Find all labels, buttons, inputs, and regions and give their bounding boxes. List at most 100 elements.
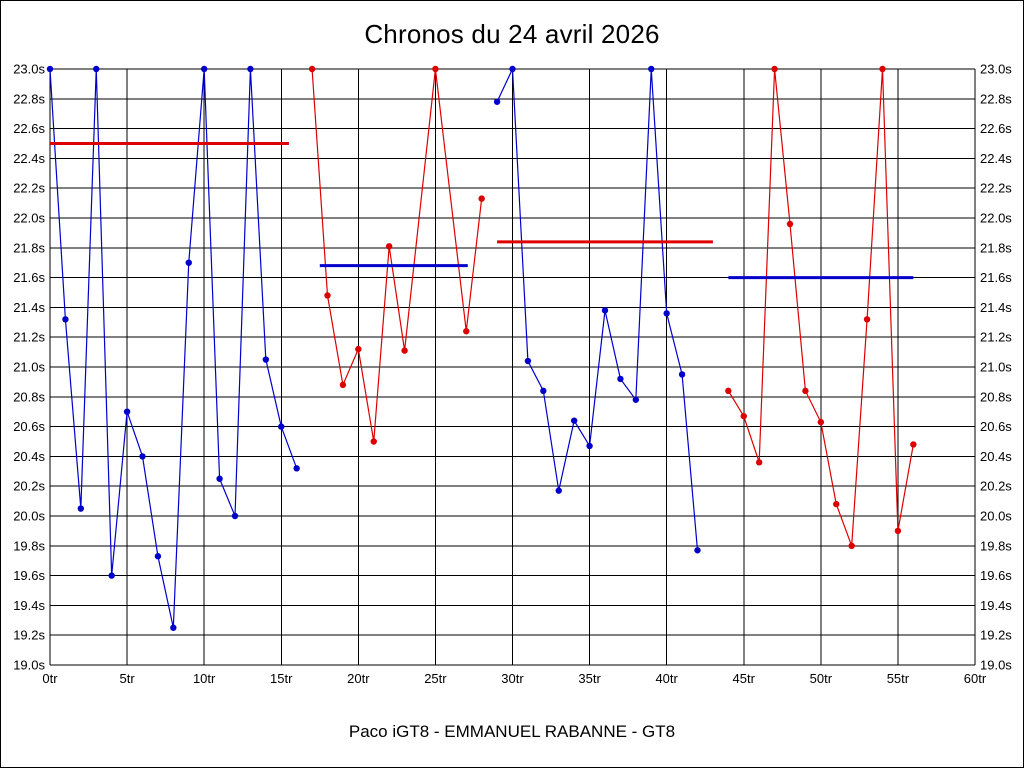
data-point-stint-1-blue	[278, 423, 285, 430]
data-point-stint-3-blue	[632, 396, 640, 403]
series-line-stint-2-red	[311, 68, 483, 442]
data-point-stint-2-red	[308, 65, 316, 73]
y-tick-label-left: 20.2s	[13, 479, 45, 494]
data-point-stint-2-red	[355, 345, 362, 353]
x-tick-label: 10tr	[193, 671, 216, 686]
data-point-stint-1-blue	[77, 505, 85, 512]
y-tick-label-left: 20.6s	[13, 419, 45, 434]
chart-caption: Paco iGT8 - EMMANUEL RABANNE - GT8	[348, 722, 676, 741]
y-tick-label-left: 22.4s	[13, 151, 45, 166]
y-tick-label-right: 19.6s	[980, 568, 1012, 583]
y-tick-label-left: 21.0s	[13, 360, 45, 375]
y-tick-label-left: 21.2s	[13, 330, 45, 345]
data-point-stint-3-blue	[586, 442, 593, 450]
y-tick-label-left: 19.8s	[13, 538, 45, 553]
y-tick-label-left: 19.0s	[13, 658, 45, 673]
y-tick-label-left: 22.2s	[13, 181, 45, 196]
data-point-stint-2-red	[401, 347, 408, 354]
data-point-stint-3-blue	[555, 487, 562, 494]
data-point-stint-3-blue	[524, 357, 532, 365]
data-point-stint-2-red	[324, 292, 331, 299]
y-tick-label-right: 21.8s	[980, 240, 1012, 255]
y-tick-label-right: 20.0s	[980, 509, 1012, 524]
x-tick-label: 60tr	[964, 671, 987, 686]
data-point-stint-4-red	[848, 542, 855, 549]
data-point-stint-1-blue	[139, 453, 146, 460]
x-tick-label: 55tr	[887, 671, 910, 686]
x-tick-label: 20tr	[347, 671, 370, 686]
y-tick-label-right: 20.2s	[980, 479, 1012, 494]
y-tick-label-left: 21.4s	[13, 300, 45, 315]
y-tick-label-right: 21.6s	[980, 270, 1012, 285]
y-tick-label-right: 20.8s	[980, 389, 1012, 404]
x-tick-label: 35tr	[578, 671, 601, 686]
y-tick-label-left: 19.4s	[13, 598, 45, 613]
y-tick-label-right: 19.4s	[980, 598, 1012, 613]
y-tick-label-left: 20.8s	[13, 389, 45, 404]
y-tick-label-right: 23.0s	[980, 62, 1012, 77]
data-point-stint-2-red	[478, 195, 485, 202]
x-tick-label: 45tr	[733, 671, 756, 686]
x-tick-label: 15tr	[270, 671, 293, 686]
y-tick-label-right: 21.0s	[980, 360, 1012, 375]
data-point-stint-4-red	[755, 459, 763, 466]
series-line-stint-1-blue	[49, 68, 298, 628]
data-point-stint-3-blue	[678, 371, 686, 378]
data-point-stint-3-blue	[509, 65, 516, 73]
y-tick-label-right: 19.2s	[980, 628, 1012, 643]
y-tick-label-left: 23.0s	[13, 62, 45, 77]
y-tick-label-right: 22.8s	[980, 91, 1012, 106]
data-point-stint-4-red	[725, 387, 732, 395]
y-tick-label-right: 21.2s	[980, 330, 1012, 345]
chart-title: Chronos du 24 avril 2026	[364, 19, 660, 49]
y-tick-label-right: 20.6s	[980, 419, 1012, 434]
x-tick-label: 0tr	[42, 671, 58, 686]
data-point-stint-4-red	[771, 65, 778, 73]
data-point-stint-1-blue	[46, 65, 54, 73]
data-point-stint-1-blue	[62, 316, 69, 323]
y-tick-label-left: 21.8s	[13, 240, 45, 255]
y-tick-label-left: 20.4s	[13, 449, 45, 464]
data-point-stint-1-blue	[185, 259, 192, 266]
y-tick-label-left: 19.2s	[13, 628, 45, 643]
data-point-stint-4-red	[863, 316, 871, 323]
data-point-stint-1-blue	[293, 465, 300, 472]
y-tick-label-left: 21.6s	[13, 270, 45, 285]
data-point-stint-1-blue	[231, 512, 239, 520]
x-tick-label: 5tr	[119, 671, 135, 686]
y-tick-label-left: 22.6s	[13, 121, 45, 136]
y-tick-label-left: 19.6s	[13, 568, 45, 583]
x-tick-label: 30tr	[501, 671, 524, 686]
x-tick-label: 50tr	[810, 671, 833, 686]
data-point-stint-2-red	[463, 328, 470, 335]
data-point-stint-3-blue	[648, 65, 655, 73]
data-point-stint-3-blue	[663, 310, 670, 317]
data-point-stint-3-blue	[493, 98, 501, 105]
data-point-stint-3-blue	[570, 417, 578, 424]
data-point-stint-4-red	[802, 387, 809, 395]
data-point-stint-1-blue	[200, 65, 208, 73]
data-point-stint-3-blue	[694, 547, 701, 554]
data-point-stint-3-blue	[601, 307, 609, 314]
data-point-stint-4-red	[910, 441, 917, 448]
data-point-stint-1-blue	[123, 408, 131, 415]
series-line-stint-3-blue	[496, 68, 699, 551]
data-point-stint-1-blue	[170, 624, 177, 631]
y-tick-label-right: 22.6s	[980, 121, 1012, 136]
data-point-stint-2-red	[370, 438, 377, 445]
x-tick-label: 40tr	[655, 671, 678, 686]
y-tick-label-right: 19.0s	[980, 658, 1012, 673]
y-tick-label-left: 22.0s	[13, 211, 45, 226]
data-point-stint-4-red	[817, 418, 825, 426]
data-point-stint-4-red	[879, 65, 886, 73]
data-point-stint-3-blue	[617, 375, 624, 383]
y-tick-label-left: 20.0s	[13, 509, 45, 524]
data-point-stint-4-red	[833, 500, 840, 508]
data-point-stint-1-blue	[108, 572, 115, 579]
x-tick-label: 25tr	[424, 671, 447, 686]
data-point-stint-1-blue	[247, 65, 254, 73]
y-tick-label-right: 22.0s	[980, 211, 1012, 226]
data-point-stint-4-red	[740, 412, 747, 420]
